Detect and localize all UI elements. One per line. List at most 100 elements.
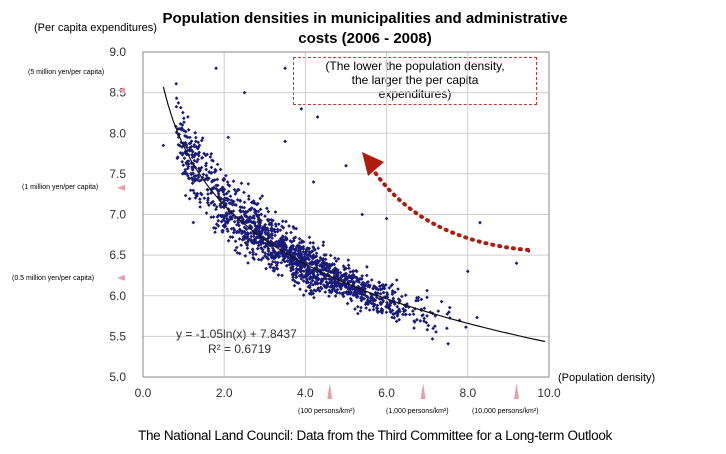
- data-point: [256, 209, 261, 214]
- data-point: [351, 275, 356, 280]
- data-point: [362, 292, 366, 297]
- data-point: [384, 304, 388, 309]
- data-point: [205, 152, 210, 157]
- data-point: [251, 252, 255, 257]
- data-point: [301, 246, 306, 251]
- data-point: [258, 196, 263, 201]
- data-point: [431, 326, 435, 331]
- data-point: [190, 181, 195, 186]
- data-point: [187, 141, 192, 146]
- data-point: [445, 312, 450, 316]
- data-point: [259, 246, 263, 250]
- data-point: [389, 283, 394, 288]
- data-point: [218, 188, 222, 192]
- x-tick-label: 8.0: [459, 386, 476, 400]
- data-point: [414, 296, 419, 300]
- data-point: [336, 256, 341, 261]
- data-point: [302, 256, 306, 260]
- data-point: [238, 199, 243, 203]
- data-point: [340, 283, 345, 288]
- data-point: [375, 310, 380, 315]
- data-point: [301, 244, 306, 249]
- data-point: [270, 233, 274, 238]
- data-point: [307, 235, 312, 240]
- data-point: [289, 230, 293, 235]
- y-reference-marker: [117, 274, 125, 281]
- data-point: [349, 298, 354, 303]
- data-point: [322, 253, 327, 257]
- annotation-line-1: (The lower the population density,: [325, 59, 505, 73]
- data-point: [205, 176, 210, 180]
- data-point: [191, 220, 196, 225]
- data-point: [290, 246, 294, 250]
- data-point: [198, 191, 203, 196]
- data-point: [297, 263, 301, 267]
- data-point: [275, 266, 280, 271]
- data-point: [309, 262, 314, 267]
- data-point: [265, 226, 270, 231]
- data-point: [306, 257, 311, 262]
- data-point: [265, 206, 269, 211]
- data-point: [228, 215, 233, 219]
- data-point: [244, 227, 249, 232]
- data-point: [214, 205, 219, 209]
- data-point: [243, 240, 248, 245]
- data-point: [304, 268, 309, 273]
- data-point: [242, 200, 247, 205]
- data-point: [327, 280, 332, 285]
- data-point: [230, 202, 235, 207]
- data-point: [192, 174, 197, 179]
- data-point: [245, 246, 250, 251]
- data-point: [280, 273, 284, 278]
- data-point: [394, 278, 399, 282]
- data-point: [363, 302, 368, 307]
- data-point: [288, 258, 292, 263]
- data-point: [323, 257, 328, 262]
- data-point: [263, 214, 267, 219]
- data-point: [277, 254, 282, 259]
- data-point: [446, 341, 450, 346]
- data-point: [280, 224, 284, 229]
- data-point: [327, 288, 332, 293]
- data-point: [263, 232, 268, 236]
- data-point: [179, 128, 184, 132]
- data-point: [344, 284, 348, 289]
- data-point: [333, 279, 337, 283]
- data-point: [161, 143, 166, 148]
- data-point: [380, 309, 385, 313]
- data-point: [205, 200, 210, 205]
- data-point: [209, 215, 214, 220]
- data-point: [226, 229, 230, 234]
- data-point: [195, 192, 200, 196]
- data-point: [322, 265, 327, 269]
- data-point: [363, 282, 368, 287]
- data-point: [416, 298, 421, 303]
- data-point: [209, 152, 214, 156]
- data-point: [188, 135, 192, 140]
- data-point: [394, 319, 399, 324]
- data-point: [228, 235, 233, 239]
- data-point: [307, 291, 312, 296]
- data-point: [245, 240, 250, 245]
- data-point: [352, 290, 357, 295]
- tick-labels: 0.0 2.0 4.0 6.0 8.0 10.0 5.0 5.5 6.0 6.5 7.0 7.5 8.0…: [109, 45, 561, 400]
- data-point: [412, 326, 416, 330]
- data-point: [349, 279, 353, 283]
- data-point: [193, 196, 198, 200]
- data-point: [242, 236, 246, 241]
- data-point: [266, 252, 270, 257]
- data-point: [240, 229, 245, 234]
- data-point: [288, 246, 292, 250]
- data-point: [266, 249, 271, 254]
- data-point: [315, 115, 320, 119]
- data-point: [242, 90, 247, 95]
- data-point: [175, 156, 180, 161]
- data-point: [312, 273, 317, 278]
- data-point: [407, 312, 412, 317]
- chart-title: Population densities in municipalities a…: [162, 10, 568, 47]
- data-point: [270, 236, 274, 240]
- data-point: [234, 245, 239, 250]
- data-point: [263, 253, 267, 258]
- data-point: [288, 239, 293, 243]
